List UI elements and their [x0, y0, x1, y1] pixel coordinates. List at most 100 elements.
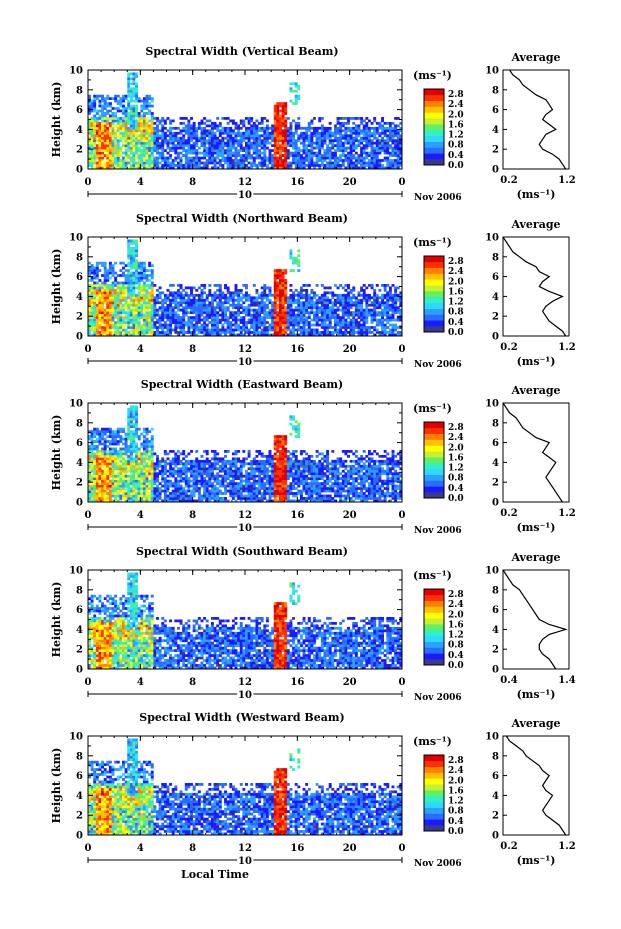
heatmap-cell — [292, 311, 296, 315]
heatmap-cell — [200, 306, 204, 310]
heatmap-cell — [320, 296, 324, 300]
heatmap-cell — [135, 316, 139, 319]
heatmap-cell — [224, 331, 227, 334]
heatmap-cell — [284, 306, 288, 310]
heatmap-cell — [106, 131, 110, 135]
heatmap-cell — [200, 144, 204, 148]
heatmap-cell — [315, 331, 319, 334]
heatmap-cell — [326, 149, 330, 152]
heatmap-cell — [90, 306, 94, 310]
heatmap-cell — [388, 331, 392, 334]
heatmap-cell — [148, 279, 152, 282]
heatmap-cell — [205, 149, 209, 152]
heatmap-cell — [122, 298, 125, 302]
heatmap-cell — [399, 129, 403, 133]
heatmap-cell — [142, 141, 146, 145]
heatmap-cell — [313, 306, 316, 310]
heatmap-cell — [281, 164, 285, 167]
heatmap-cell — [195, 318, 199, 322]
heatmap-cell — [114, 276, 118, 280]
heatmap-cell — [375, 306, 379, 310]
heatmap-cell — [383, 284, 387, 287]
heatmap-cell — [328, 318, 332, 322]
heatmap-cell — [137, 286, 141, 290]
heatmap-cell — [357, 301, 361, 305]
heatmap-cell — [292, 259, 296, 263]
heatmap-cell — [333, 284, 337, 287]
heatmap-cell — [101, 303, 104, 307]
heatmap-cell — [252, 303, 256, 307]
heatmap-cell — [88, 298, 91, 302]
heatmap-cell — [106, 494, 110, 498]
heatmap-cell — [132, 241, 136, 245]
heatmap-cell — [129, 291, 133, 295]
heatmap-cell — [122, 109, 125, 113]
heatmap-cell — [124, 301, 128, 305]
heatmap-cell — [171, 159, 175, 162]
heatmap-cell — [247, 303, 251, 307]
heatmap-cell — [286, 134, 290, 138]
heatmap-cell — [156, 313, 159, 317]
x-tick-label: 20 — [343, 177, 357, 188]
heatmap-cell — [137, 281, 141, 285]
heatmap-cell — [391, 328, 395, 332]
heatmap-cell — [195, 308, 199, 312]
heatmap-cell — [197, 301, 201, 305]
heatmap-cell — [273, 107, 277, 110]
heatmap-cell — [195, 328, 199, 332]
heatmap-cell — [210, 308, 214, 312]
heatmap-cell — [323, 151, 327, 155]
heatmap-cell — [192, 159, 196, 162]
heatmap-cell — [190, 164, 193, 167]
heatmap-cell — [93, 266, 97, 270]
heatmap-cell — [370, 311, 374, 315]
heatmap-cell — [229, 291, 233, 295]
heatmap-cell — [234, 151, 238, 155]
heatmap-cell — [247, 129, 251, 133]
heatmap-cell — [263, 311, 267, 315]
heatmap-cell — [381, 328, 384, 332]
heatmap-cell — [127, 331, 131, 334]
heatmap-cell — [122, 126, 125, 130]
heatmap-cell — [142, 303, 146, 307]
heatmap-cell — [297, 94, 301, 98]
heatmap-cell — [279, 159, 282, 162]
heatmap-cell — [297, 326, 301, 329]
heatmap-cell — [103, 266, 107, 270]
heatmap-cell — [263, 301, 267, 305]
heatmap-cell — [195, 164, 199, 167]
heatmap-cell — [365, 131, 369, 135]
heatmap-cell — [93, 298, 97, 302]
heatmap-cell — [98, 293, 102, 297]
heatmap-cell — [258, 151, 261, 155]
heatmap-cell — [318, 154, 322, 157]
heatmap-cell — [279, 136, 282, 140]
heatmap-cell — [101, 306, 104, 310]
heatmap-cell — [148, 261, 152, 265]
heatmap-cell — [344, 326, 348, 329]
heatmap-cell — [326, 333, 330, 337]
heatmap-cell — [103, 261, 107, 265]
heatmap-cell — [320, 146, 324, 150]
heatmap-cell — [90, 474, 94, 478]
heatmap-cell — [127, 114, 131, 118]
heatmap-cell — [158, 308, 162, 312]
heatmap-cell — [111, 166, 115, 170]
heatmap-cell — [396, 139, 400, 143]
heatmap-cell — [213, 318, 217, 322]
heatmap-cell — [310, 311, 314, 315]
heatmap-cell — [169, 333, 173, 337]
heatmap-cell — [375, 141, 379, 145]
heatmap-cell — [132, 109, 136, 113]
heatmap-cell — [93, 293, 97, 297]
heatmap-cell — [200, 166, 204, 170]
heatmap-cell — [103, 484, 107, 488]
heatmap-cell — [98, 472, 102, 476]
heatmap-cell — [205, 129, 209, 133]
heatmap-cell — [273, 326, 277, 329]
heatmap-cell — [161, 331, 165, 334]
heatmap-cell — [292, 269, 296, 272]
heatmap-cell — [184, 159, 188, 162]
heatmap-cell — [378, 333, 382, 337]
heatmap-cell — [386, 306, 390, 310]
